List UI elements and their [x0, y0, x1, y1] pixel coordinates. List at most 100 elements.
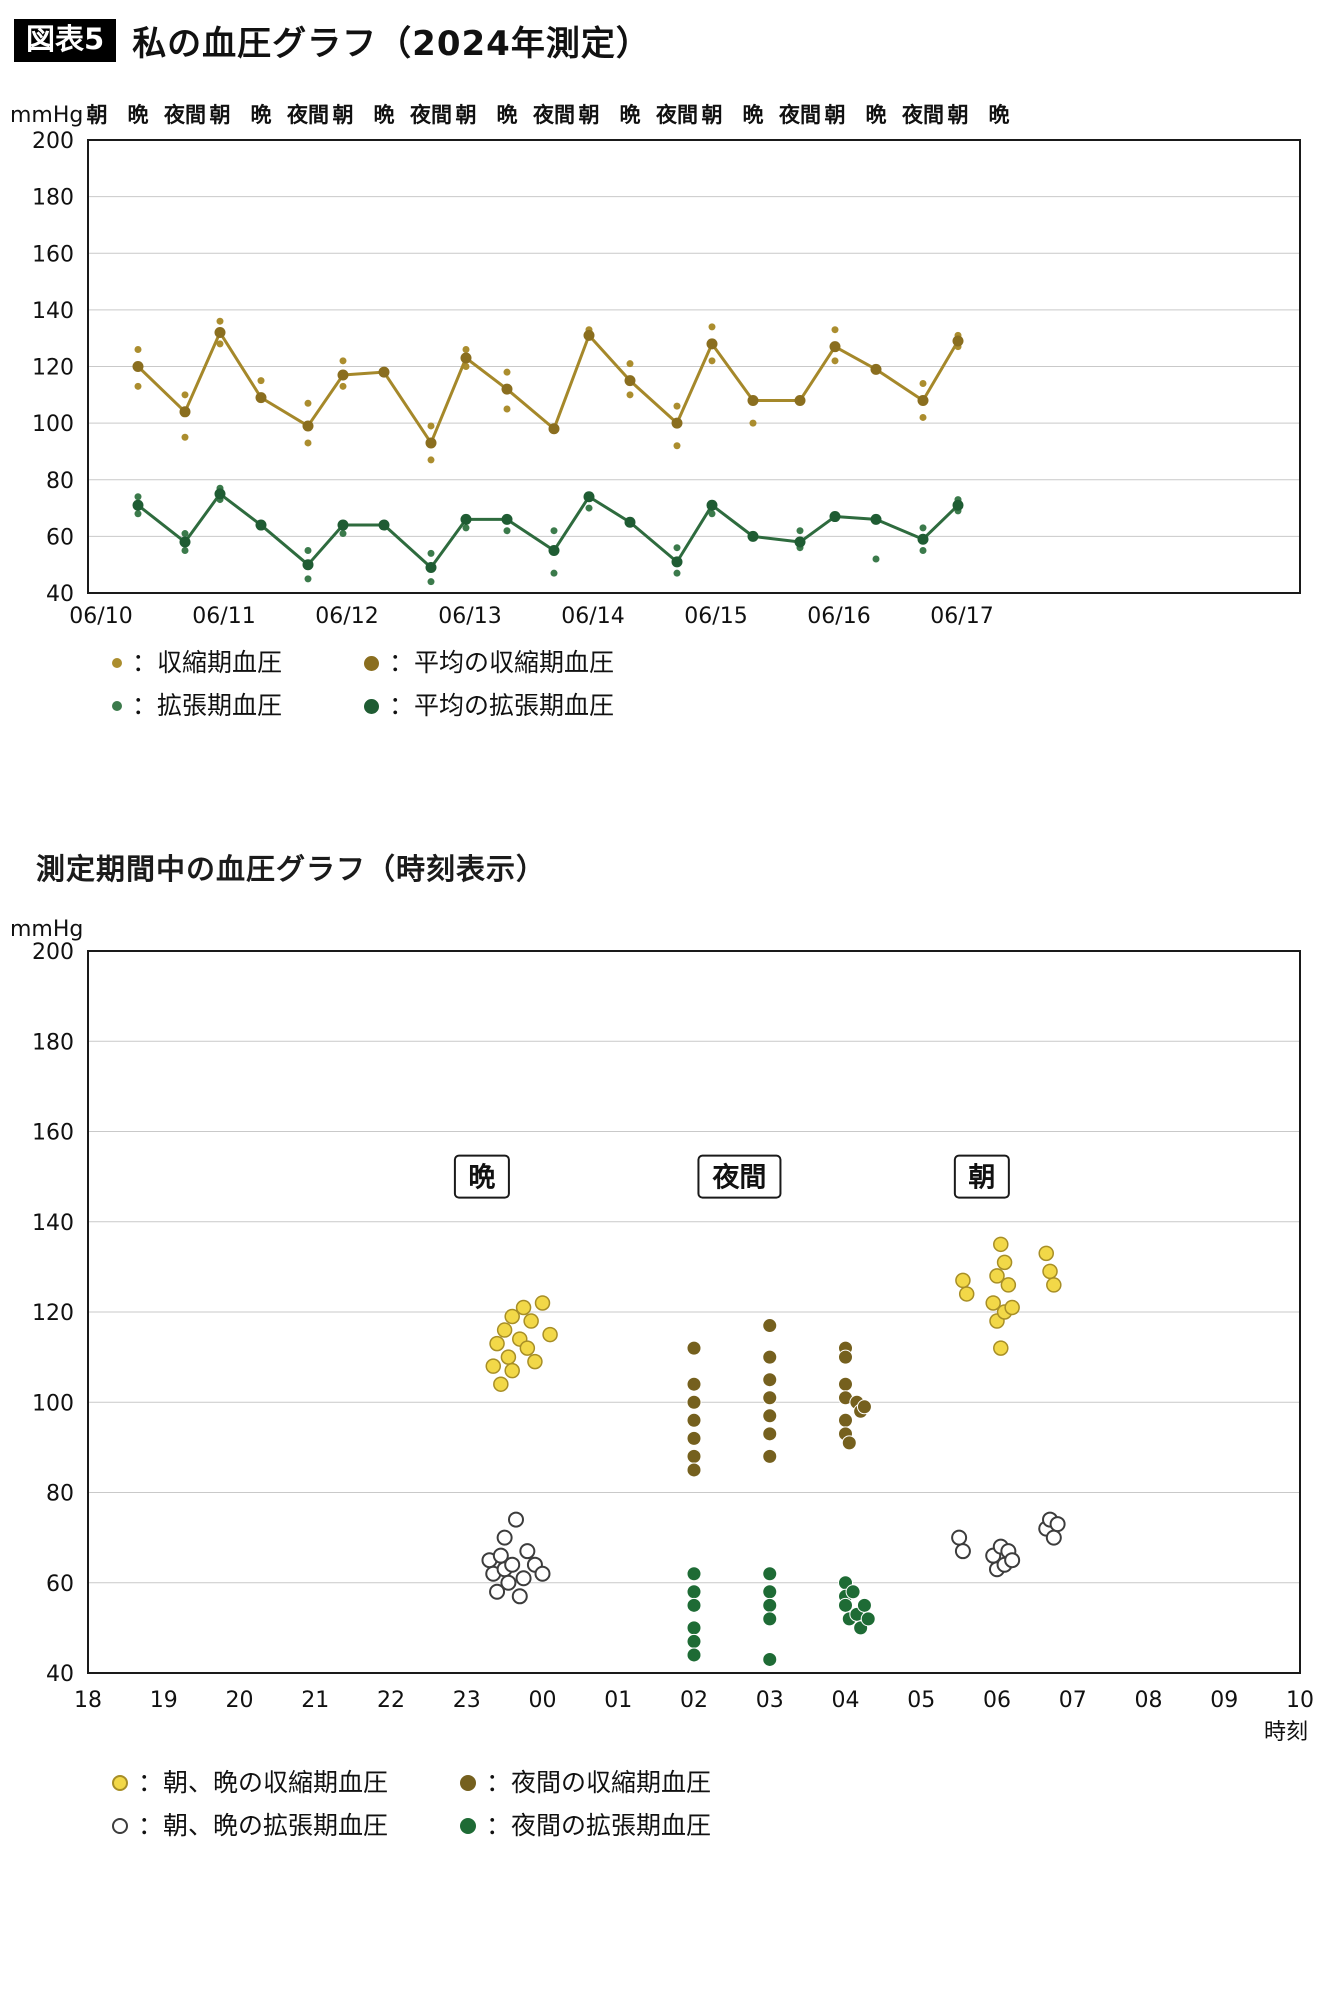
time-slot-label: 朝 — [87, 103, 108, 127]
y-axis-label: 100 — [32, 1391, 74, 1416]
mean-diastolic-point — [179, 536, 191, 548]
systolic-reading-point — [427, 456, 435, 464]
bp-by-time-chart: 200 180 160 140 120 100 80 60 40 mmHg 18 19 20 21 22 23… — [10, 917, 1314, 1745]
y-axis-label: 40 — [46, 582, 74, 607]
mean-systolic-dot-icon — [364, 655, 379, 671]
diastolic-reading-point — [550, 569, 558, 577]
time-slot-label: 晩 — [251, 103, 272, 127]
systolic-reading-point — [708, 357, 716, 365]
systolic-reading-point — [749, 419, 757, 427]
hour-label: 22 — [377, 1688, 405, 1713]
systolic-reading-point — [181, 391, 189, 399]
morning-evening-systolic-point — [1000, 1277, 1017, 1293]
diastolic-reading-point — [585, 504, 593, 512]
diastolic-reading-point — [462, 524, 470, 532]
date-label: 06/17 — [930, 604, 993, 629]
mean-systolic-point — [425, 437, 437, 449]
time-slot-label: 夜間 — [532, 103, 575, 127]
morning-evening-diastolic-point — [515, 1570, 532, 1587]
night-diastolic-point — [762, 1611, 778, 1627]
systolic-reading-point — [181, 433, 189, 441]
mean-diastolic-point — [583, 491, 595, 503]
y-axis-label: 180 — [32, 186, 74, 211]
legend-item: ：朝、晩の拡張期血圧 — [112, 1811, 460, 1841]
morning-evening-systolic-dot-icon — [112, 1775, 128, 1791]
morning-evening-systolic-point — [1038, 1245, 1054, 1262]
y-axis-label: 100 — [32, 412, 74, 437]
legend-label: ：朝、晩の収縮期血圧 — [138, 1768, 389, 1797]
date-label: 06/16 — [807, 604, 870, 629]
page-title: 私の血圧グラフ（2024年測定） — [132, 24, 651, 64]
hour-label: 08 — [1135, 1688, 1163, 1713]
night-diastolic-point — [762, 1651, 778, 1667]
mean-systolic-point — [624, 375, 636, 387]
systolic-reading-point — [304, 399, 312, 407]
night-systolic-point — [856, 1399, 872, 1415]
y-axis-label: 160 — [32, 1121, 74, 1146]
night-diastolic-point — [860, 1611, 876, 1627]
date-label: 06/13 — [438, 604, 501, 629]
legend-item: ：収縮期血圧 — [112, 648, 364, 678]
date-label: 06/15 — [684, 604, 747, 629]
time-slot-label: 晩 — [497, 103, 518, 127]
hour-label: 07 — [1059, 1688, 1087, 1713]
mean-diastolic-point — [870, 513, 882, 525]
systolic-reading-point — [134, 382, 142, 390]
hour-label: 00 — [529, 1688, 557, 1713]
legend-item: ：平均の拡張期血圧 — [364, 691, 614, 721]
time-slot-label: 朝 — [579, 103, 600, 127]
night-diastolic-point — [762, 1597, 778, 1613]
morning-evening-systolic-point — [989, 1268, 1005, 1284]
time-slot-label: 夜間 — [163, 103, 206, 127]
region-label-box — [953, 1154, 1010, 1199]
systolic-reading-point — [216, 317, 224, 325]
night-diastolic-point — [762, 1584, 778, 1600]
hour-label: 19 — [150, 1688, 178, 1713]
unit-label: mmHg — [10, 103, 83, 128]
mean-systolic-point — [337, 369, 349, 381]
night-diastolic-point — [838, 1597, 853, 1613]
night-systolic-point — [686, 1448, 702, 1464]
morning-evening-systolic-point — [527, 1353, 543, 1370]
morning-evening-diastolic-point — [954, 1543, 971, 1560]
region-label-box — [697, 1154, 782, 1199]
diastolic-reading-point — [919, 524, 927, 532]
night-diastolic-point — [686, 1633, 702, 1649]
y-axis-label: 120 — [32, 1301, 74, 1326]
date-label: 06/12 — [315, 604, 378, 629]
diastolic-reading-point — [673, 569, 681, 577]
night-diastolic-point — [856, 1597, 872, 1613]
morning-evening-systolic-point — [504, 1362, 520, 1379]
morning-evening-systolic-point — [504, 1308, 520, 1325]
night-systolic-point — [686, 1394, 702, 1410]
mean-diastolic-dot-icon — [364, 698, 379, 714]
date-label: 06/14 — [561, 604, 624, 629]
morning-evening-systolic-point — [523, 1313, 539, 1329]
hour-label: 10 — [1286, 1688, 1314, 1713]
morning-evening-diastolic-point — [519, 1543, 536, 1560]
hour-label: 09 — [1210, 1688, 1238, 1713]
night-diastolic-point — [762, 1566, 778, 1582]
diastolic-reading-point — [708, 510, 716, 518]
systolic-reading-point — [626, 360, 634, 368]
region-label: 夜間 — [711, 1162, 766, 1194]
date-label: 06/11 — [192, 604, 255, 629]
mean-diastolic-point — [132, 499, 144, 511]
morning-evening-diastolic-point — [500, 1574, 517, 1591]
mean-systolic-point — [501, 383, 513, 395]
legend-item: ：平均の収縮期血圧 — [364, 648, 614, 678]
y-axis-label: 60 — [46, 525, 74, 550]
diastolic-reading-point — [339, 530, 347, 538]
diastolic-reading-point — [304, 547, 312, 555]
night-systolic-point — [762, 1318, 778, 1334]
diastolic-reading-point — [134, 510, 142, 518]
systolic-reading-point — [304, 439, 312, 447]
legend-label: ：平均の収縮期血圧 — [389, 648, 615, 677]
mean-systolic-point — [214, 327, 226, 339]
systolic-reading-point — [503, 405, 511, 413]
morning-evening-systolic-point — [515, 1299, 532, 1316]
morning-evening-diastolic-point — [511, 1588, 528, 1605]
night-systolic-point — [762, 1390, 778, 1406]
mean-systolic-point — [829, 341, 841, 353]
